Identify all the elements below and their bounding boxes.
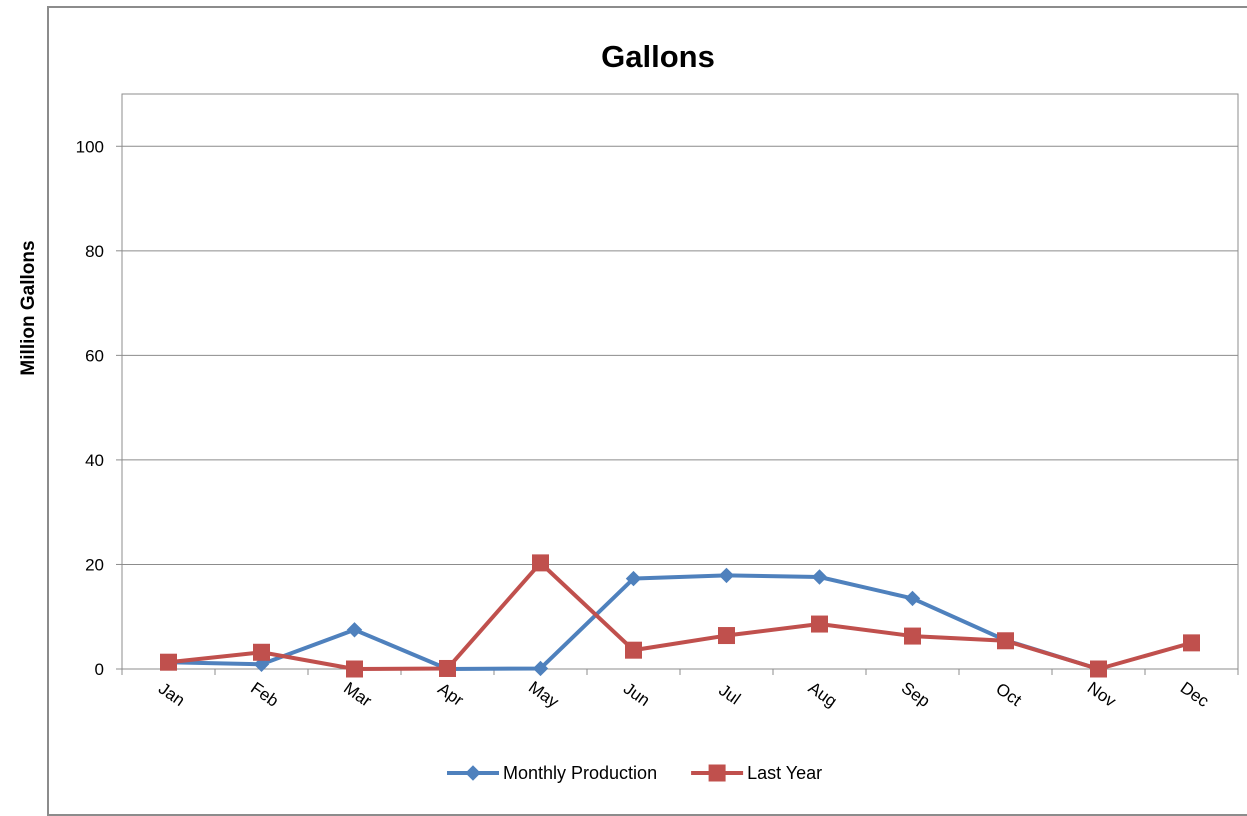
x-tick-label: Nov (1084, 678, 1120, 711)
x-tick-label: Jun (620, 679, 653, 710)
data-point (811, 615, 828, 633)
data-point (346, 622, 363, 638)
chart-frame (47, 6, 1247, 816)
gridlines (122, 145, 1238, 670)
y-tick-label: 60 (85, 346, 104, 365)
data-point (718, 627, 735, 645)
data-point (904, 590, 921, 607)
legend-item: Monthly Production (447, 763, 657, 783)
data-point (625, 570, 642, 587)
data-point (532, 660, 549, 677)
y-tick-label: 80 (85, 242, 104, 261)
data-point (253, 643, 270, 661)
x-tick-label: Mar (340, 678, 375, 711)
data-point (625, 641, 642, 659)
plot-area (121, 93, 1239, 670)
data-point (904, 627, 921, 645)
legend-label: Monthly Production (503, 763, 657, 783)
y-tick-label: 0 (95, 660, 104, 679)
data-point (997, 632, 1014, 650)
y-axis-ticks: 0 20 40 60 80 100 (76, 137, 122, 679)
series-layer (160, 554, 1200, 678)
data-point (346, 660, 363, 678)
series-last-year (160, 554, 1200, 678)
y-axis-label: Million Gallons (18, 240, 39, 375)
data-point (253, 656, 270, 673)
x-axis-ticks: Jan Feb Mar Apr May Jun Jul Aug Sep Oct Nov Dec (121, 669, 1239, 712)
x-tick-label: Oct (992, 679, 1025, 710)
x-tick-label: Feb (247, 678, 282, 710)
x-tick-label: Apr (434, 679, 467, 710)
legend-marker (708, 764, 726, 782)
x-tick-label: Aug (805, 678, 841, 711)
y-tick-label: 100 (76, 137, 104, 156)
series-line (168, 560, 1193, 671)
legend: Monthly Production Last Year (447, 763, 822, 783)
x-tick-label: Sep (898, 678, 934, 711)
y-tick-label: 40 (85, 451, 104, 470)
legend-item: Last Year (691, 763, 822, 783)
x-tick-label: Dec (1177, 678, 1213, 711)
legend-marker (465, 765, 481, 781)
y-tick-label: 20 (85, 555, 104, 574)
legend-label: Last Year (747, 763, 822, 783)
data-point (811, 569, 828, 585)
x-tick-label: Jul (715, 680, 744, 708)
x-tick-label: May (525, 677, 563, 711)
data-point (160, 653, 177, 671)
data-point (1183, 634, 1200, 652)
x-tick-label: Jan (155, 679, 188, 710)
chart-title: Gallons (601, 39, 715, 74)
data-point (718, 567, 735, 584)
data-point (1090, 660, 1107, 678)
data-point (532, 554, 549, 572)
data-point (439, 659, 456, 677)
